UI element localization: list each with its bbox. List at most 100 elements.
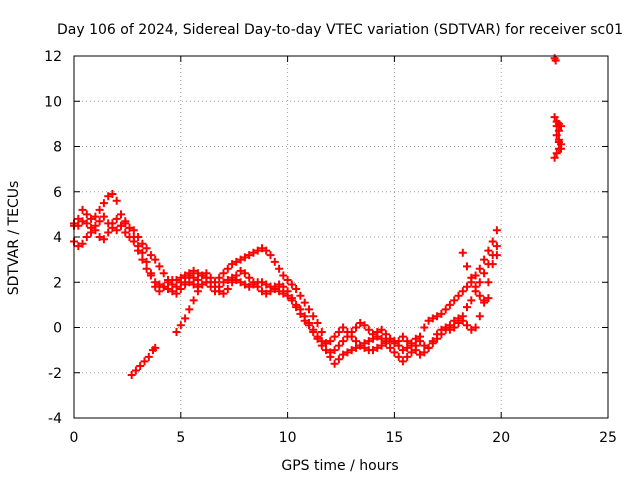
- x-tick-label: 0: [70, 430, 79, 446]
- data-point: [134, 242, 143, 251]
- data-point: [78, 239, 87, 248]
- data-point: [181, 314, 190, 323]
- data-point: [373, 328, 382, 336]
- data-point: [262, 280, 271, 289]
- data-point: [240, 280, 249, 289]
- data-point: [381, 337, 390, 346]
- data-point: [390, 348, 399, 357]
- data-point: [189, 266, 198, 275]
- data-point: [129, 226, 138, 235]
- data-point: [219, 289, 228, 298]
- data-point: [339, 323, 348, 332]
- y-tick-label: -2: [48, 366, 62, 382]
- data-point: [144, 352, 153, 361]
- data-point: [236, 278, 245, 287]
- data-point: [352, 323, 360, 332]
- data-point: [136, 362, 145, 370]
- data-point: [117, 221, 125, 230]
- data-point: [155, 262, 164, 271]
- data-point: [433, 312, 442, 321]
- data-point: [279, 271, 288, 280]
- data-point: [458, 248, 467, 257]
- x-axis-label: GPS time / hours: [281, 458, 398, 474]
- data-point: [78, 205, 87, 214]
- data-point: [454, 319, 463, 327]
- data-point: [347, 328, 356, 336]
- series-trace-c: [70, 212, 501, 359]
- data-point: [463, 262, 471, 271]
- y-tick-label: 0: [53, 321, 62, 337]
- data-point: [484, 294, 493, 303]
- data-point: [215, 273, 224, 282]
- data-point: [127, 371, 136, 379]
- data-point: [420, 348, 429, 357]
- data-point: [492, 226, 501, 235]
- data-point: [95, 205, 104, 214]
- data-point: [155, 287, 164, 296]
- data-point: [198, 271, 207, 280]
- data-point: [172, 282, 181, 291]
- data-point: [262, 289, 271, 298]
- data-point: [142, 257, 151, 266]
- series-trace-e: [172, 280, 207, 336]
- data-point: [236, 266, 245, 275]
- data-point: [82, 219, 91, 228]
- data-point: [352, 337, 360, 346]
- data-point: [475, 312, 484, 321]
- data-point: [104, 192, 113, 201]
- data-point: [112, 214, 121, 223]
- data-point: [99, 199, 108, 208]
- data-point: [296, 309, 305, 318]
- data-point: [164, 285, 172, 293]
- data-point: [386, 334, 395, 343]
- data-point: [411, 346, 420, 355]
- data-point: [441, 323, 450, 332]
- data-point: [99, 235, 108, 244]
- data-point: [198, 280, 207, 289]
- data-point: [112, 196, 121, 205]
- data-point: [159, 282, 168, 291]
- y-tick-label: 10: [44, 94, 62, 110]
- grid: [74, 56, 608, 418]
- data-point: [458, 312, 467, 321]
- data-point: [467, 296, 476, 305]
- data-point: [185, 305, 194, 314]
- data-point: [181, 280, 190, 289]
- data-point: [377, 334, 386, 343]
- data-point: [99, 212, 108, 221]
- data-point: [87, 214, 96, 223]
- data-point: [420, 341, 429, 350]
- data-point: [407, 341, 416, 350]
- data-point: [407, 348, 416, 357]
- data-point: [300, 298, 309, 307]
- data-point: [121, 228, 130, 237]
- data-point: [305, 305, 313, 314]
- data-point: [317, 341, 326, 350]
- data-point: [475, 264, 484, 273]
- data-point: [463, 282, 471, 291]
- data-point: [211, 282, 219, 291]
- data-point: [309, 312, 318, 321]
- data-point: [347, 346, 356, 355]
- data-point: [236, 255, 245, 264]
- data-point: [151, 255, 160, 264]
- data-point: [334, 328, 343, 336]
- data-point: [142, 264, 151, 273]
- data-point: [339, 337, 348, 346]
- data-point: [450, 296, 459, 305]
- data-point: [219, 269, 228, 278]
- data-point: [164, 278, 172, 287]
- data-point: [390, 339, 399, 348]
- data-point: [283, 287, 292, 296]
- data-point: [240, 253, 249, 262]
- data-point: [343, 348, 352, 357]
- data-point: [189, 273, 198, 282]
- data-point: [245, 273, 254, 282]
- data-point: [484, 260, 493, 269]
- data-point: [253, 246, 262, 255]
- data-point: [296, 291, 305, 300]
- data-point: [275, 264, 284, 273]
- data-point: [129, 233, 138, 241]
- data-point: [155, 280, 164, 289]
